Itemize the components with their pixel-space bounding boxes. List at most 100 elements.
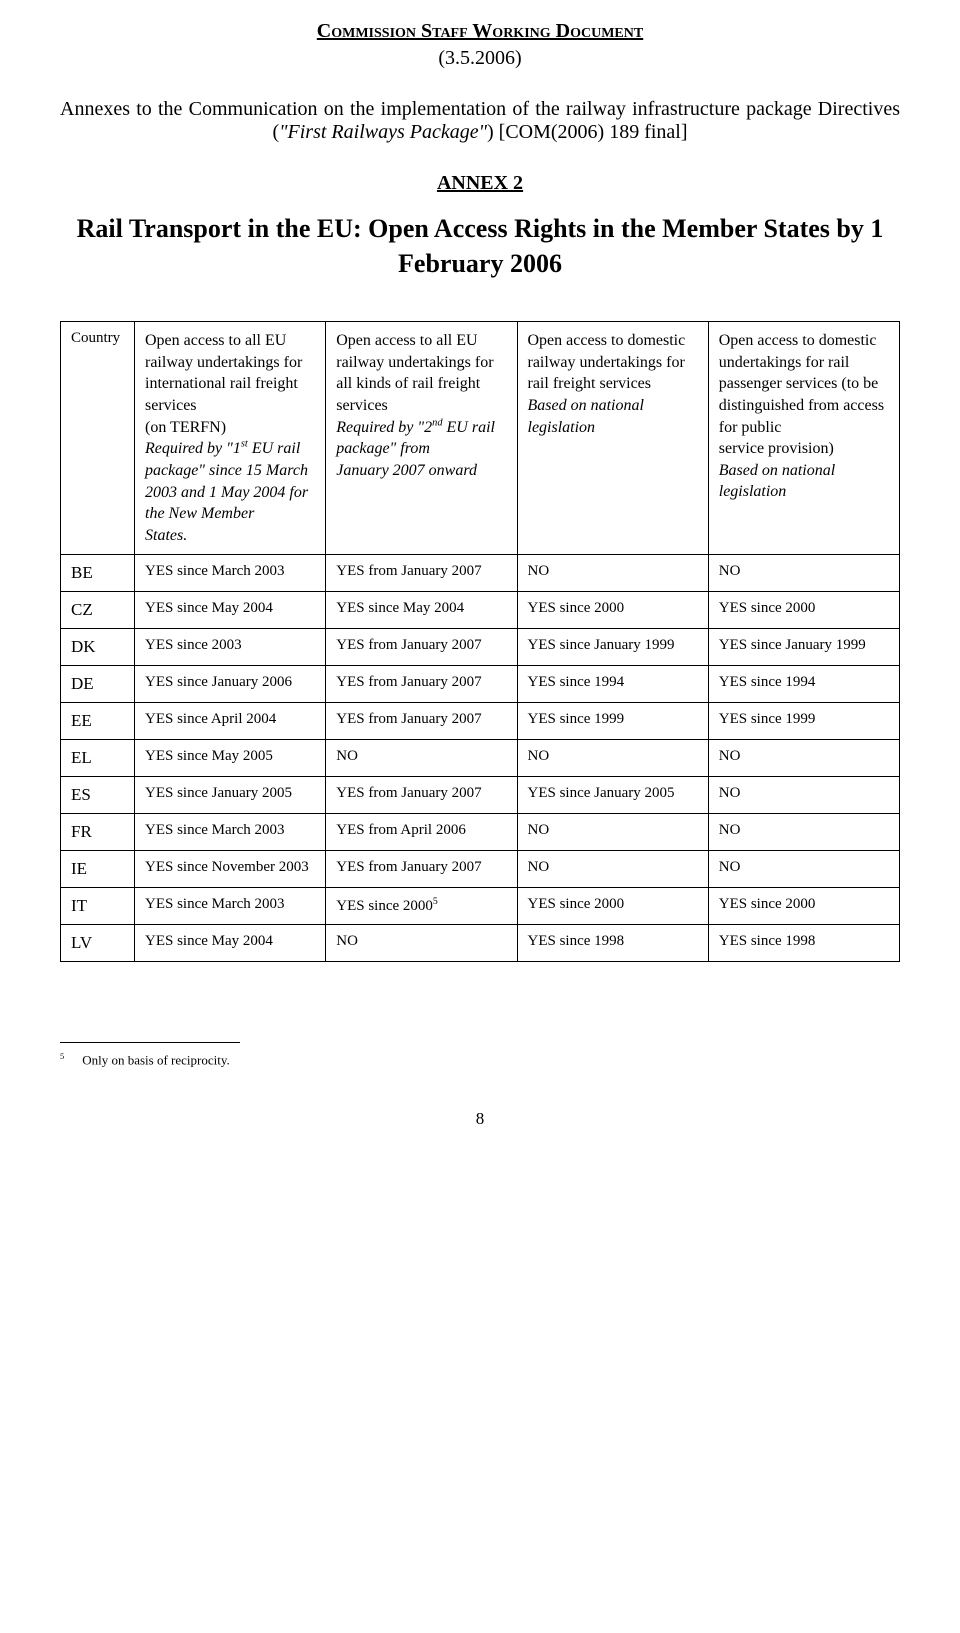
value-cell: YES since 2003: [135, 629, 326, 666]
value-cell: YES since January 2006: [135, 666, 326, 703]
value-cell: NO: [708, 814, 899, 851]
value-cell: YES from January 2007: [326, 629, 517, 666]
page-number: 8: [60, 1109, 900, 1129]
value-cell: YES from January 2007: [326, 777, 517, 814]
doc-date: (3.5.2006): [60, 47, 900, 70]
c4-note: Based on national: [719, 462, 835, 479]
country-cell: EE: [61, 703, 135, 740]
value-cell: YES since 1994: [517, 666, 708, 703]
c4-note-tail: legislation: [719, 481, 889, 503]
c3-note-tail: legislation: [528, 417, 698, 439]
country-cell: ES: [61, 777, 135, 814]
value-cell: YES since May 2004: [135, 592, 326, 629]
c3-note: Based on national: [528, 397, 644, 414]
footnote-num: 5: [60, 1051, 64, 1061]
country-cell: DK: [61, 629, 135, 666]
col-country: Country: [61, 322, 135, 555]
table-row: ESYES since January 2005YES from January…: [61, 777, 900, 814]
value-cell: YES from January 2007: [326, 666, 517, 703]
table-row: CZYES since May 2004YES since May 2004YE…: [61, 592, 900, 629]
value-cell: NO: [326, 740, 517, 777]
value-cell: NO: [517, 814, 708, 851]
c2-note-tail: January 2007 onward: [336, 460, 506, 482]
doc-title: Commission Staff Working Document: [60, 20, 900, 43]
value-cell: NO: [708, 851, 899, 888]
c1-note-a: Required by "1: [145, 440, 241, 457]
value-cell: YES from April 2006: [326, 814, 517, 851]
value-cell: NO: [708, 555, 899, 592]
annex-heading: Rail Transport in the EU: Open Access Ri…: [60, 211, 900, 281]
value-cell: YES since April 2004: [135, 703, 326, 740]
value-cell: NO: [708, 740, 899, 777]
value-cell: YES since 1998: [517, 925, 708, 962]
value-cell: NO: [326, 925, 517, 962]
value-cell: YES from January 2007: [326, 851, 517, 888]
footnote-ref: 5: [433, 896, 438, 907]
value-cell: NO: [708, 777, 899, 814]
country-cell: CZ: [61, 592, 135, 629]
country-cell: IE: [61, 851, 135, 888]
access-rights-table: Country Open access to all EU railway un…: [60, 321, 900, 962]
c2-note-sup: nd: [432, 418, 442, 429]
c4-tail: service provision): [719, 438, 889, 460]
footnote-rule: [60, 1042, 240, 1043]
value-cell: YES since 1998: [708, 925, 899, 962]
value-cell: YES since March 2003: [135, 814, 326, 851]
value-cell: YES since May 2004: [135, 925, 326, 962]
table-row: BEYES since March 2003YES from January 2…: [61, 555, 900, 592]
value-cell: YES since 1994: [708, 666, 899, 703]
value-cell: YES since January 1999: [517, 629, 708, 666]
value-cell: YES from January 2007: [326, 703, 517, 740]
value-cell: YES since 1999: [708, 703, 899, 740]
col-all-freight: Open access to all EU railway undertakin…: [326, 322, 517, 555]
value-cell: YES since January 1999: [708, 629, 899, 666]
country-cell: EL: [61, 740, 135, 777]
c1-note-sup: st: [241, 439, 248, 450]
table-header-row: Country Open access to all EU railway un…: [61, 322, 900, 555]
doc-subtitle: Annexes to the Communication on the impl…: [60, 98, 900, 144]
table-row: LVYES since May 2004NOYES since 1998YES …: [61, 925, 900, 962]
country-cell: FR: [61, 814, 135, 851]
c3-main: Open access to domestic railway undertak…: [528, 332, 686, 371]
table-row: FRYES since March 2003YES from April 200…: [61, 814, 900, 851]
subtitle-post: ) [COM(2006) 189 final]: [487, 121, 688, 143]
table-row: ELYES since May 2005NONONO: [61, 740, 900, 777]
table-row: ITYES since March 2003YES since 20005YES…: [61, 888, 900, 925]
c1-tail: (on TERFN): [145, 417, 315, 439]
annex-label: ANNEX 2: [60, 172, 900, 195]
value-cell: YES from January 2007: [326, 555, 517, 592]
country-cell: IT: [61, 888, 135, 925]
value-cell: NO: [517, 851, 708, 888]
value-cell: YES since January 2005: [517, 777, 708, 814]
country-cell: LV: [61, 925, 135, 962]
country-cell: DE: [61, 666, 135, 703]
value-cell: YES since May 2004: [326, 592, 517, 629]
c3-tail: rail freight services: [528, 373, 698, 395]
table-row: DKYES since 2003YES from January 2007YES…: [61, 629, 900, 666]
value-cell: YES since 2000: [517, 888, 708, 925]
value-cell: YES since March 2003: [135, 555, 326, 592]
table-row: EEYES since April 2004YES from January 2…: [61, 703, 900, 740]
table-row: IEYES since November 2003YES from Januar…: [61, 851, 900, 888]
footnote-text: Only on basis of reciprocity.: [82, 1053, 230, 1068]
col-domestic-passenger: Open access to domestic undertakings for…: [708, 322, 899, 555]
value-cell: YES since November 2003: [135, 851, 326, 888]
c4-main: Open access to domestic undertakings for…: [719, 332, 884, 435]
c2-note-a: Required by "2: [336, 419, 432, 436]
value-cell: YES since 20005: [326, 888, 517, 925]
country-cell: BE: [61, 555, 135, 592]
value-cell: YES since 2000: [708, 888, 899, 925]
value-cell: YES since January 2005: [135, 777, 326, 814]
subtitle-italic: "First Railways Package": [279, 121, 487, 143]
c2-tail: services: [336, 395, 506, 417]
value-cell: YES since March 2003: [135, 888, 326, 925]
footnote: 5 Only on basis of reciprocity.: [60, 1051, 900, 1068]
value-cell: YES since 2000: [517, 592, 708, 629]
value-cell: NO: [517, 555, 708, 592]
c1-note-tail: States.: [145, 525, 315, 547]
value-cell: NO: [517, 740, 708, 777]
c1-main: Open access to all EU railway undertakin…: [145, 332, 302, 414]
c2-main: Open access to all EU railway undertakin…: [336, 332, 493, 392]
value-cell: YES since 1999: [517, 703, 708, 740]
value-cell: YES since 2000: [708, 592, 899, 629]
